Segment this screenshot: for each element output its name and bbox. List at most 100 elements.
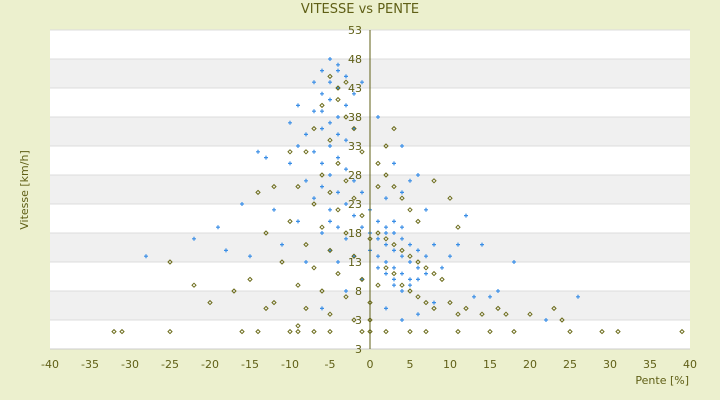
data-point-blue (384, 196, 388, 201)
data-point-blue (336, 68, 340, 73)
data-point-blue (296, 219, 300, 224)
data-point-olive (359, 276, 365, 283)
data-point-olive (327, 73, 333, 80)
data-point-olive (119, 328, 125, 335)
data-point-blue (432, 300, 436, 305)
data-point-olive (391, 125, 397, 132)
data-point-blue (392, 265, 396, 270)
data-point-blue (360, 190, 364, 195)
data-point-olive (407, 328, 413, 335)
data-point-blue (416, 277, 420, 282)
data-point-blue (312, 149, 316, 154)
data-point-blue (456, 242, 460, 247)
data-point-olive (287, 149, 293, 155)
data-point-olive (399, 282, 405, 288)
data-point-olive (327, 328, 333, 335)
y-axis-label: Vitesse [km/h] (18, 150, 31, 230)
data-point-olive (167, 259, 173, 265)
data-point-olive (319, 288, 325, 294)
data-point-olive (335, 270, 341, 277)
data-point-olive (335, 96, 341, 103)
data-point-blue (344, 167, 348, 172)
data-point-blue (376, 265, 380, 270)
data-point-blue (392, 161, 396, 166)
data-point-blue (400, 289, 404, 293)
data-point-olive (455, 311, 461, 317)
data-point-olive (359, 212, 365, 219)
data-point-olive (231, 288, 237, 294)
data-points (111, 57, 685, 335)
y-tick-label: 28 (348, 169, 362, 182)
data-point-blue (320, 306, 324, 311)
data-point-olive (327, 137, 333, 143)
data-point-olive (343, 230, 349, 236)
data-point-olive (383, 172, 389, 178)
data-point-olive (319, 172, 325, 178)
x-tick-label: 25 (563, 358, 577, 371)
data-point-blue (328, 120, 332, 125)
x-tick-label: 35 (643, 358, 657, 371)
x-tick-label: -5 (325, 358, 336, 371)
data-point-blue (400, 225, 404, 230)
data-point-olive (479, 311, 485, 317)
data-point-olive (495, 305, 501, 312)
data-point-olive (559, 317, 565, 323)
data-point-olive (383, 143, 389, 149)
data-point-blue (328, 207, 332, 212)
data-point-olive (327, 247, 333, 254)
data-point-blue (360, 80, 364, 85)
data-point-olive (511, 328, 517, 335)
data-point-olive (335, 207, 341, 213)
data-point-blue (376, 236, 380, 241)
x-axis-label: Pente [%] (635, 374, 689, 387)
data-point-blue (360, 225, 364, 230)
data-point-olive (375, 183, 381, 190)
data-point-blue (336, 225, 340, 230)
data-point-blue (288, 161, 292, 166)
data-point-olive (383, 328, 389, 335)
data-point-blue (352, 91, 356, 96)
data-point-olive (391, 241, 397, 248)
data-point-olive (327, 311, 333, 317)
data-point-blue (424, 254, 428, 259)
data-point-olive (255, 328, 261, 335)
y-tick-label: 18 (348, 227, 362, 240)
data-point-olive (287, 328, 293, 335)
y-tick-label: 48 (348, 53, 362, 66)
data-point-blue (464, 213, 468, 218)
data-point-olive (423, 328, 429, 335)
data-point-olive (399, 195, 405, 201)
data-point-blue (296, 144, 300, 148)
data-point-olive (351, 195, 357, 201)
data-point-olive (399, 247, 405, 254)
x-tick-label: 5 (407, 358, 414, 371)
data-point-olive (263, 305, 269, 312)
data-point-olive (615, 328, 621, 335)
data-point-blue (384, 231, 388, 235)
data-point-olive (167, 328, 173, 335)
data-point-blue (400, 271, 404, 276)
data-point-blue (336, 62, 340, 67)
data-point-blue (400, 190, 404, 195)
data-point-olive (391, 270, 397, 277)
data-point-blue (328, 97, 332, 102)
x-tick-label: -20 (201, 358, 219, 371)
data-point-olive (407, 253, 413, 259)
data-point-olive (431, 178, 437, 184)
data-point-blue (384, 306, 388, 311)
data-point-blue (320, 109, 324, 114)
data-point-blue (296, 103, 300, 108)
y-tick-label: 38 (348, 111, 362, 124)
x-tick-label: -15 (241, 358, 259, 371)
data-point-blue (408, 242, 412, 247)
data-point-blue (192, 236, 196, 241)
data-point-olive (311, 328, 317, 335)
data-point-blue (344, 236, 348, 241)
x-tick-label: 40 (683, 358, 697, 371)
y-tick-label: 53 (348, 24, 362, 37)
data-point-olive (423, 265, 429, 271)
data-point-blue (320, 126, 324, 131)
data-point-blue (408, 260, 412, 264)
data-point-olive (303, 149, 309, 155)
data-point-blue (328, 173, 332, 177)
